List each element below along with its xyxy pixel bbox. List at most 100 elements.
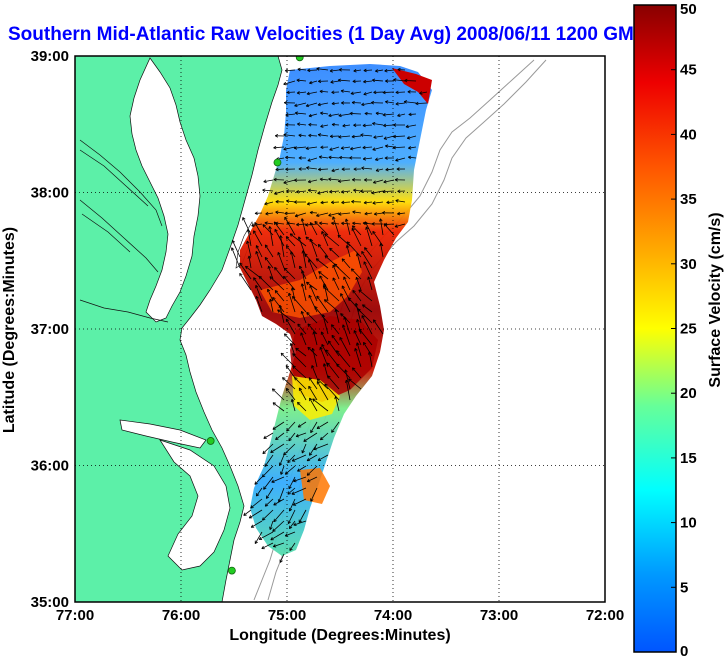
river-james: [79, 299, 169, 323]
velocity-vector: [254, 476, 263, 485]
velocity-vector: [312, 398, 329, 412]
velocity-vector: [339, 337, 351, 357]
velocity-vector: [339, 157, 351, 159]
velocity-vector-head: [242, 217, 246, 221]
velocity-vector-head: [328, 155, 332, 160]
velocity-vector: [386, 201, 395, 203]
velocity-vector: [246, 240, 252, 258]
velocity-vector: [291, 454, 307, 462]
velocity-vector: [288, 432, 296, 442]
velocity-vector: [253, 230, 263, 247]
velocity-vector: [322, 314, 329, 335]
velocity-vector-head: [320, 111, 324, 115]
velocity-vector-head: [319, 177, 323, 182]
velocity-vector: [264, 222, 274, 225]
x-tick-label: 75:00: [268, 607, 306, 624]
velocity-vector-head: [297, 468, 301, 472]
velocity-vector-head: [255, 295, 259, 300]
velocity-vector: [306, 102, 318, 107]
velocity-vector: [307, 323, 318, 335]
velocity-vector-head: [305, 103, 310, 108]
velocity-vector: [273, 498, 285, 506]
velocity-vector-head: [294, 111, 299, 115]
velocity-vector: [285, 156, 296, 159]
velocity-vector: [296, 223, 307, 226]
velocity-vector-head: [383, 136, 387, 140]
velocity-vector: [318, 134, 329, 137]
velocity-vector-head: [290, 398, 295, 403]
velocity-vector: [270, 531, 285, 541]
velocity-vector-head: [265, 211, 269, 216]
velocity-vector-head: [349, 156, 353, 160]
velocity-vector: [327, 375, 340, 390]
velocity-vector-head: [298, 519, 302, 523]
velocity-vector-head: [308, 122, 312, 127]
velocity-vector: [319, 222, 329, 225]
velocity-vector-head: [321, 231, 325, 235]
velocity-vector-head: [384, 68, 388, 73]
velocity-vector-head: [313, 446, 317, 451]
velocity-vector: [289, 498, 296, 512]
velocity-vector-head: [328, 113, 332, 118]
velocity-vector: [405, 124, 417, 128]
velocity-vector-head: [289, 342, 294, 347]
velocity-vector: [275, 432, 285, 440]
velocity-vector-head: [308, 385, 312, 390]
velocity-vector: [349, 113, 362, 115]
velocity-vector: [313, 443, 329, 450]
velocity-vector: [353, 69, 362, 72]
velocity-vector: [306, 312, 318, 324]
velocity-vector-head: [264, 201, 268, 206]
velocity-vector-head: [270, 537, 274, 541]
velocity-vector: [239, 262, 252, 280]
velocity-vector: [355, 277, 362, 291]
velocity-vector: [273, 146, 285, 149]
velocity-vector-head: [285, 365, 290, 369]
velocity-vector-head: [273, 177, 277, 182]
velocity-vector: [307, 201, 318, 205]
velocity-vector-head: [316, 425, 321, 429]
velocity-vector-head: [298, 387, 303, 392]
velocity-vector: [308, 294, 318, 313]
velocity-vector-head: [373, 212, 378, 216]
velocity-vector-head: [325, 349, 329, 353]
velocity-vector-head: [328, 340, 332, 344]
velocity-vector-head: [309, 397, 313, 402]
velocity-vector-head: [356, 342, 360, 346]
velocity-vector-head: [310, 429, 314, 434]
velocity-vector-head: [265, 495, 270, 499]
velocity-vector-head: [296, 78, 300, 83]
velocity-vector-head: [395, 158, 399, 162]
velocity-vector-head: [283, 267, 288, 272]
velocity-vector-head: [340, 89, 344, 93]
velocity-vector: [305, 146, 318, 149]
velocity-vector: [287, 487, 296, 495]
velocity-vector-head: [307, 68, 311, 73]
velocity-vector-head: [383, 179, 387, 184]
velocity-vector-head: [364, 111, 368, 116]
velocity-vector: [291, 487, 307, 495]
y-tick-label: 35:00: [31, 594, 69, 611]
velocity-vector-head: [292, 365, 296, 370]
velocity-vector: [286, 200, 296, 203]
velocity-vector: [395, 200, 406, 203]
velocity-vector: [404, 80, 417, 82]
velocity-vector-head: [310, 498, 314, 502]
velocity-vector: [336, 350, 351, 368]
velocity-vector-head: [293, 200, 297, 204]
velocity-vector: [298, 387, 307, 401]
velocity-vector: [361, 167, 373, 170]
velocity-vector-head: [312, 331, 316, 335]
velocity-vector-head: [301, 450, 305, 454]
velocity-vector: [286, 91, 296, 93]
velocity-vector-head: [300, 270, 305, 274]
velocity-vector: [397, 69, 406, 71]
velocity-vector-head: [262, 450, 266, 455]
velocity-vector: [372, 122, 384, 126]
velocity-vector-head: [254, 211, 258, 216]
velocity-vector: [309, 222, 318, 236]
velocity-vector: [343, 316, 351, 335]
velocity-vector-head: [306, 312, 310, 316]
velocity-vector: [364, 113, 373, 115]
velocity-vector-head: [278, 462, 283, 466]
